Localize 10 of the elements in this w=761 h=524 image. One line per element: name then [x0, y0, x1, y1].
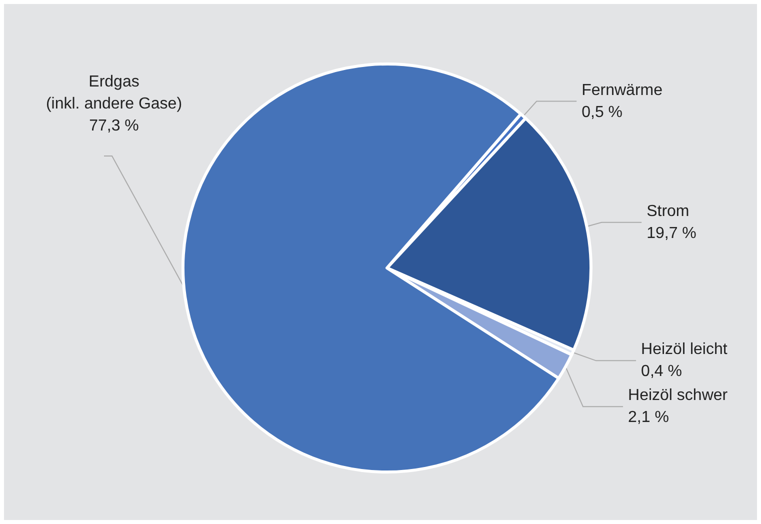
slice-label: Fernwärme: [582, 82, 663, 99]
data-label: 0,4 %: [641, 363, 682, 380]
slice-label: Erdgas (inkl. andere Gase): [46, 74, 182, 112]
slice-label: Heizöl leicht: [641, 341, 728, 358]
data-label: 2,1 %: [628, 409, 669, 426]
data-label: 0,5 %: [582, 104, 623, 121]
data-label: 77,3 %: [89, 118, 139, 134]
data-label: 19,7 %: [646, 224, 696, 242]
slice-label: Strom: [646, 202, 690, 220]
slice-label: Heizöl schwer: [628, 387, 728, 404]
